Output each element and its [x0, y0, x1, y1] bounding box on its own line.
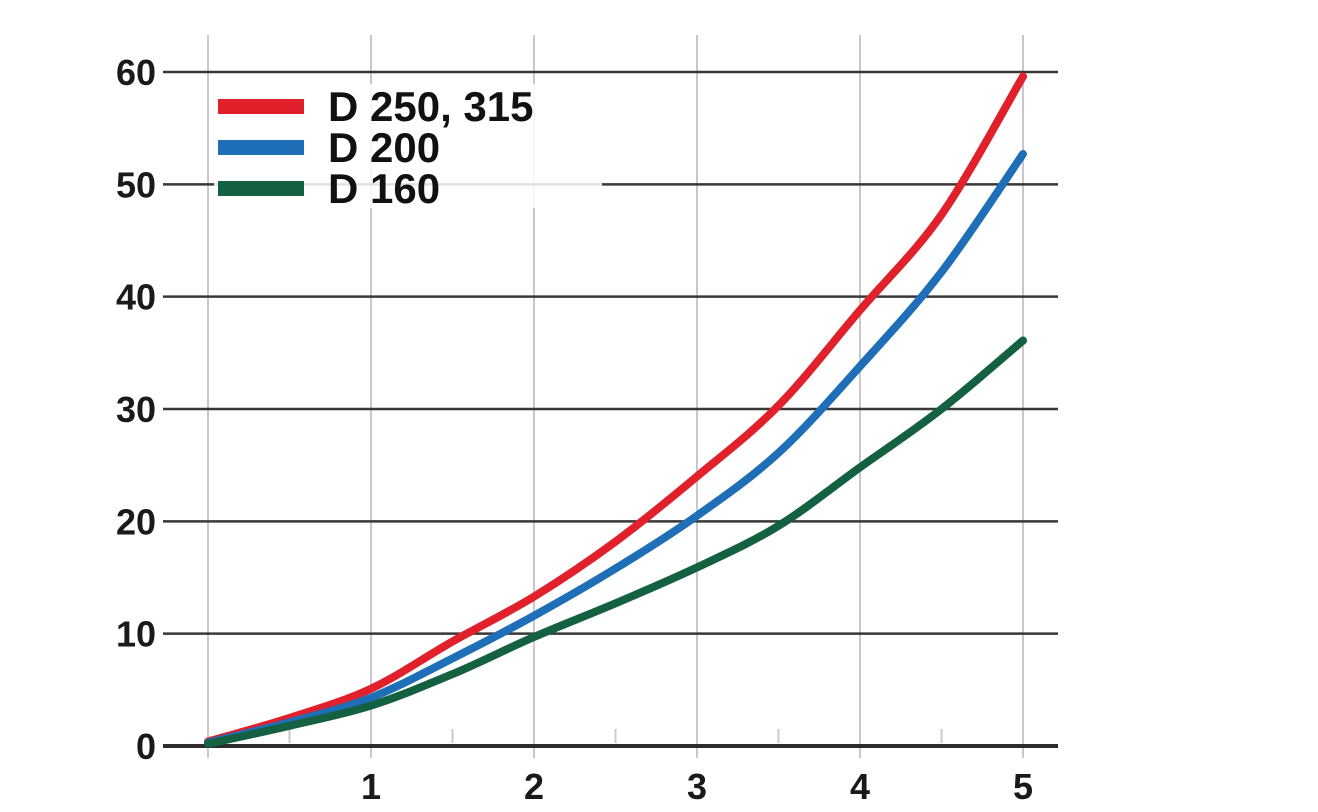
x-tick-label: 1	[361, 766, 381, 807]
y-tick-label: 40	[116, 277, 156, 318]
legend-label-d160: D 160	[328, 165, 441, 212]
legend-swatch-d250-315	[218, 99, 304, 114]
legend-swatch-d200	[218, 140, 304, 155]
y-tick-label: 0	[136, 726, 156, 767]
legend-label-d250-315: D 250, 315	[328, 83, 534, 130]
curve-d-160	[204, 336, 1027, 748]
legend-item-d160: D 160	[214, 165, 602, 212]
y-tick-label: 50	[116, 164, 156, 205]
legend-item-d250-315: D 250, 315	[214, 83, 602, 130]
y-tick-label: 60	[116, 52, 156, 93]
x-tick-label: 3	[687, 766, 707, 807]
y-tick-label: 20	[116, 501, 156, 542]
legend-item-d200: D 200	[214, 124, 602, 171]
curve-d-250-315	[204, 72, 1027, 746]
chart-legend: D 250, 315 D 200 D 160	[214, 83, 602, 212]
x-tick-label: 5	[1013, 766, 1033, 807]
x-tick-label: 2	[524, 766, 544, 807]
legend-swatch-d160	[218, 181, 304, 196]
y-tick-label: 30	[116, 389, 156, 430]
legend-label-d200: D 200	[328, 124, 441, 171]
curve-d-200	[204, 150, 1027, 747]
y-tick-label: 10	[116, 614, 156, 655]
x-tick-label: 4	[850, 766, 870, 807]
